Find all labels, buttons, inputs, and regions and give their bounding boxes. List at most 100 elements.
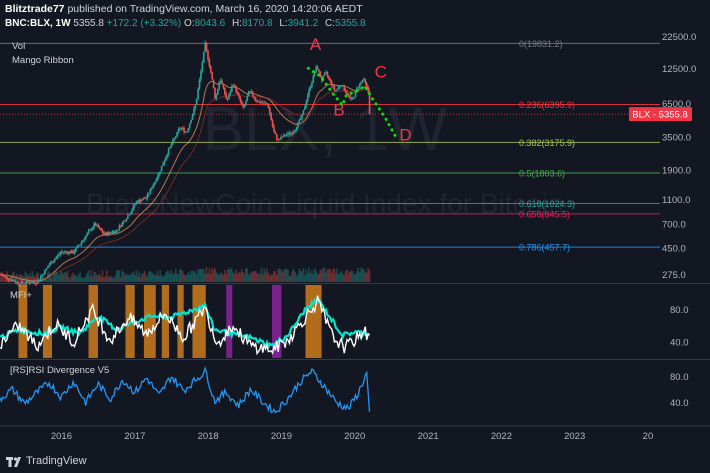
candle-body — [3, 275, 6, 277]
volume-bar — [58, 275, 60, 282]
volume-bar — [361, 268, 364, 282]
candle-body — [82, 240, 84, 242]
volume-bar — [274, 271, 277, 282]
volume-bar — [174, 268, 177, 282]
volume-bar — [24, 271, 27, 282]
candle-body — [117, 229, 119, 231]
candle-body — [350, 97, 353, 99]
volume-bar — [246, 268, 249, 282]
candle-body — [72, 250, 74, 254]
candle-body — [20, 281, 22, 285]
candle-body — [306, 95, 309, 102]
candle-body — [31, 282, 34, 284]
volume-bar — [65, 272, 67, 282]
mfi-line — [0, 295, 370, 356]
candle-body — [209, 66, 212, 72]
candle-body — [111, 231, 114, 234]
candle-body — [21, 281, 24, 284]
volume-bar — [170, 270, 173, 282]
volume-bar — [330, 272, 333, 282]
ohlc-line: BNC:BLX, 1W 5355.8 +172.2 (+3.32%) O:804… — [5, 18, 370, 29]
candle-body — [52, 261, 55, 264]
volume-bar — [113, 277, 115, 282]
volume-bar — [124, 275, 126, 282]
open-label: O: — [184, 18, 195, 29]
volume-bar — [68, 277, 70, 282]
candle-body — [121, 222, 124, 227]
candle-body — [239, 96, 242, 102]
volume-bar — [339, 272, 341, 282]
candle-body — [97, 225, 100, 228]
candle-body — [177, 129, 180, 133]
mango-ribbon-label[interactable]: Mango Ribbon — [12, 55, 74, 66]
candle-body — [174, 136, 177, 139]
rsi-axis-tick: 80.0 — [670, 372, 689, 383]
volume-bar — [304, 275, 306, 282]
volume-bar — [62, 273, 65, 282]
candle-body — [267, 104, 270, 109]
mfi-indicator-label[interactable]: MFI+ — [10, 290, 32, 301]
volume-bar — [209, 273, 212, 282]
volume-bar — [247, 274, 250, 282]
rsi-indicator-label[interactable]: [RS]RSI Divergence V5 — [10, 365, 110, 376]
candle-body — [17, 282, 20, 285]
chart-canvas[interactable]: BLX, 1W BraveNewCoin Liquid Index for Bi… — [0, 0, 710, 451]
volume-bar — [205, 266, 208, 282]
candle-body — [238, 93, 240, 97]
candle-body — [44, 269, 46, 275]
candle-body — [156, 177, 159, 181]
volume-bar — [63, 272, 66, 282]
candle-body — [56, 255, 59, 258]
volume-bar — [155, 274, 157, 282]
candle-body — [4, 276, 7, 277]
tradingview-logo-icon[interactable] — [6, 455, 22, 469]
candle-body — [278, 139, 281, 141]
last-price-tag[interactable]: BLX - 5355.8 — [629, 107, 692, 122]
author-name[interactable]: Blitztrade77 — [5, 3, 65, 15]
candle-body — [337, 86, 340, 89]
candle-body — [167, 148, 170, 155]
candle-body — [208, 59, 211, 67]
candle-body — [59, 252, 62, 255]
volume-bar — [35, 273, 38, 282]
volume-bar — [51, 278, 53, 282]
volume-bar — [360, 267, 362, 282]
vol-indicator-label[interactable]: Vol — [12, 41, 26, 52]
candle-body — [323, 73, 326, 76]
volume-bar — [159, 269, 161, 282]
volume-bar — [353, 274, 355, 282]
candle-body — [58, 254, 60, 256]
candle-body — [242, 104, 244, 107]
symbol-label[interactable]: BNC:BLX, 1W — [5, 18, 71, 29]
candle-body — [94, 223, 97, 226]
time-axis-tick: 2021 — [418, 431, 439, 442]
volume-bar — [218, 274, 220, 282]
wave-annotations[interactable]: A B C D — [306, 35, 412, 144]
candle-body — [295, 127, 298, 131]
volume-bar — [358, 272, 361, 282]
volume-bar — [89, 276, 91, 282]
volume-bar — [103, 277, 105, 282]
candle-body — [353, 97, 355, 99]
candle-body — [190, 119, 192, 124]
candle-body — [25, 281, 28, 284]
candle-body — [103, 232, 105, 235]
candle-body — [205, 42, 208, 51]
candle-body — [246, 96, 249, 102]
volume-bar — [267, 272, 270, 282]
candle-body — [143, 198, 146, 199]
candle-body — [364, 78, 367, 84]
mfi-overbought-band — [143, 285, 156, 358]
volume-bar — [172, 274, 174, 282]
candle-body — [298, 119, 301, 123]
candle-body — [48, 264, 50, 267]
volume-bar — [94, 272, 97, 282]
volume-bar — [117, 269, 119, 282]
candle-body — [260, 102, 263, 104]
volume-bar — [232, 272, 235, 282]
fibonacci-levels[interactable]: 0(19831.2) 0.236(6395.9) 0.382(3175.9) 0.5(… — [0, 39, 660, 253]
tradingview-brand[interactable]: TradingView — [26, 455, 87, 467]
volume-bar — [27, 276, 29, 282]
volume-bar — [59, 271, 62, 282]
volume-bar — [214, 268, 216, 282]
